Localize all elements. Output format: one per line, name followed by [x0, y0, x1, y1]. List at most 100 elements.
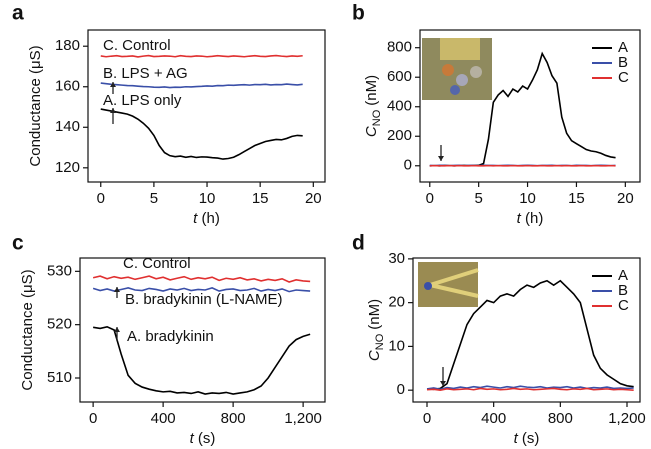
series-label: C. Control	[123, 255, 191, 272]
x-tick-label: 10	[199, 190, 216, 207]
x-label-symbol: t	[514, 430, 519, 447]
x-tick-label: 20	[617, 190, 634, 207]
series-label: A. LPS only	[103, 92, 182, 109]
x-tick-label: 0	[426, 190, 434, 207]
y-tick-label: 0	[397, 381, 405, 398]
y-tick-label: 400	[387, 98, 412, 115]
y-tick-label: 30	[388, 250, 405, 267]
x-tick-label: 0	[97, 190, 105, 207]
x-tick-label: 400	[151, 410, 176, 427]
x-tick-label: 5	[150, 190, 158, 207]
inset-photo	[450, 85, 460, 95]
y-axis-label: CNO (nM)	[366, 299, 386, 361]
arrow-head	[440, 381, 446, 386]
legend-label: B	[618, 54, 628, 71]
x-label-symbol: t	[193, 210, 198, 227]
series-label: C. Control	[103, 37, 171, 54]
y-axis-label: Conductance (μS)	[27, 45, 44, 166]
panel-label: b	[352, 2, 365, 25]
x-tick-label: 5	[474, 190, 482, 207]
x-tick-label: 10	[519, 190, 536, 207]
plot-frame	[419, 29, 641, 183]
x-tick-label: 0	[89, 410, 97, 427]
y-label-unit: (nM)	[366, 299, 383, 330]
panel-label: a	[12, 2, 24, 25]
data-line	[100, 54, 303, 58]
legend-label: A	[618, 267, 628, 284]
data-line	[92, 275, 311, 283]
legend-label: C	[618, 297, 629, 314]
legend-label: C	[618, 69, 629, 86]
x-tick-label: 400	[481, 410, 506, 427]
inset-photo	[429, 268, 479, 298]
arrow-head	[110, 82, 116, 87]
y-tick-label: 800	[387, 39, 412, 56]
data-line	[426, 385, 634, 391]
inset-photo	[440, 38, 480, 60]
x-axis-label: t (h)	[193, 210, 220, 227]
x-label-symbol: t	[190, 430, 195, 447]
panel-label: c	[12, 232, 24, 255]
x-tick-label: 20	[305, 190, 322, 207]
data-line	[100, 108, 303, 160]
panel-label: d	[352, 232, 365, 255]
inset-photo	[442, 64, 454, 76]
plot-frame	[412, 257, 641, 403]
data-line	[92, 287, 311, 293]
y-label-symbol: C	[366, 350, 383, 361]
series-label: A. bradykinin	[127, 328, 214, 345]
x-label-unit: (h)	[525, 210, 543, 227]
x-label-unit: (s)	[198, 430, 216, 447]
y-tick-label: 200	[387, 127, 412, 144]
data-line	[426, 279, 634, 391]
x-tick-label: 1,200	[284, 410, 322, 427]
y-label-symbol: C	[363, 126, 380, 137]
x-axis-label: t (s)	[190, 430, 216, 447]
x-tick-label: 800	[548, 410, 573, 427]
y-tick-label: 530	[47, 262, 72, 279]
arrow-head	[438, 156, 444, 161]
y-tick-label: 120	[55, 159, 80, 176]
y-tick-label: 600	[387, 68, 412, 85]
inset-image-b	[422, 38, 492, 100]
y-label-subscript: NO	[374, 333, 386, 350]
y-tick-label: 20	[388, 294, 405, 311]
x-tick-label: 0	[423, 410, 431, 427]
y-tick-label: 0	[404, 157, 412, 174]
x-label-symbol: t	[517, 210, 522, 227]
x-label-unit: (h)	[202, 210, 220, 227]
x-tick-label: 15	[568, 190, 585, 207]
inset-photo	[424, 282, 432, 290]
plot-frame	[79, 257, 326, 403]
arrow-head	[110, 108, 116, 113]
x-tick-label: 800	[221, 410, 246, 427]
y-label-subscript: NO	[371, 109, 383, 126]
x-tick-label: 15	[252, 190, 269, 207]
series-label: B. LPS + AG	[103, 65, 188, 82]
inset-image-d	[418, 262, 479, 307]
y-tick-label: 520	[47, 316, 72, 333]
legend-label: A	[618, 39, 628, 56]
data-line	[426, 387, 634, 391]
data-line	[93, 325, 311, 395]
arrow-head	[114, 287, 120, 292]
inset-photo	[470, 66, 482, 78]
y-tick-label: 140	[55, 118, 80, 135]
x-axis-label: t (h)	[517, 210, 544, 227]
series-label: B. bradykinin (L-NAME)	[125, 291, 283, 308]
data-line	[100, 82, 303, 89]
y-tick-label: 160	[55, 78, 80, 95]
x-axis-label: t (s)	[514, 430, 540, 447]
inset-photo	[456, 74, 468, 86]
y-tick-label: 180	[55, 37, 80, 54]
y-tick-label: 10	[388, 337, 405, 354]
y-label-unit: (nM)	[363, 75, 380, 106]
legend-label: B	[618, 282, 628, 299]
x-tick-label: 1,200	[608, 410, 646, 427]
y-axis-label: CNO (nM)	[363, 75, 383, 137]
arrow-head	[114, 327, 120, 332]
x-label-unit: (s)	[522, 430, 540, 447]
y-axis-label: Conductance (μS)	[19, 269, 36, 390]
y-tick-label: 510	[47, 369, 72, 386]
